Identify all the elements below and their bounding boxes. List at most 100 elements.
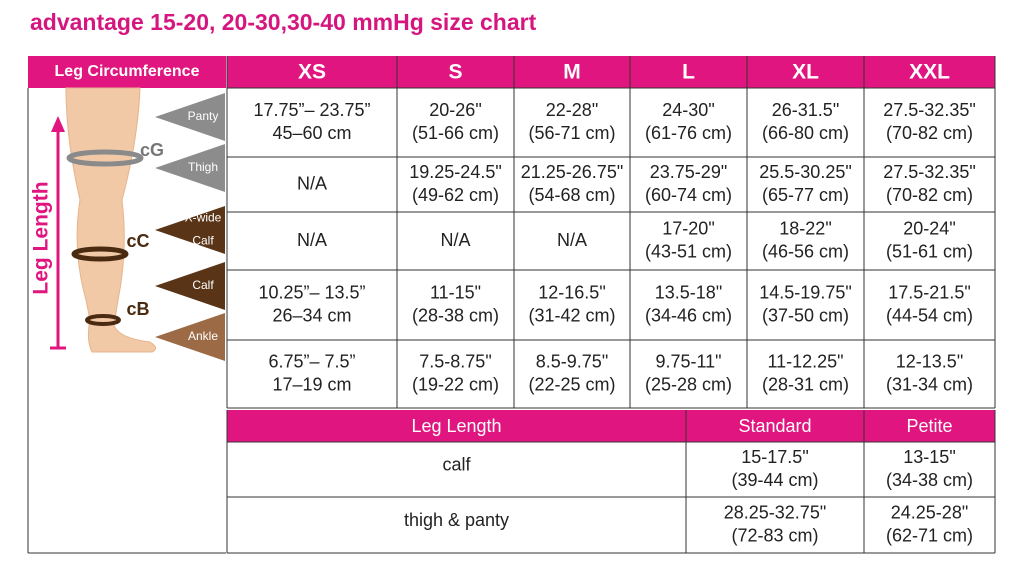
size-header: XXL [909, 61, 950, 84]
cell-text: N/A [557, 230, 587, 250]
cell-text: 45–60 cm [272, 123, 351, 143]
cell-text: (34-46 cm) [645, 305, 732, 325]
cell-text: (31-34 cm) [886, 374, 973, 394]
band [71, 246, 129, 262]
cell-text: (34-38 cm) [886, 470, 973, 490]
cell-text: (65-77 cm) [762, 185, 849, 205]
cell-text: 23.75-29" [650, 162, 727, 182]
cell-text: 26-31.5" [772, 100, 839, 120]
cell-text: 13.5-18" [655, 282, 722, 302]
cell-text: 7.5-8.75" [419, 351, 491, 371]
title: advantage 15-20, 20-30,30-40 mmHg size c… [30, 9, 537, 35]
cell-text: Thigh [188, 160, 218, 174]
cell-text: 9.75-11" [655, 351, 721, 371]
cell-text: (46-56 cm) [762, 241, 849, 261]
cell-text: X-wide [185, 211, 222, 225]
cell-text: 15-17.5" [741, 447, 808, 467]
cell-text: 24.25-28" [891, 502, 968, 522]
cell-text: 22-28" [546, 100, 598, 120]
axis-label: Leg Length [30, 181, 53, 294]
cell-text: (19-22 cm) [412, 374, 499, 394]
label-tag [155, 206, 225, 254]
cell-text: Panty [188, 109, 219, 123]
cell-text: (70-82 cm) [886, 123, 973, 143]
cell-text: 12-13.5" [896, 351, 963, 371]
label-tag [155, 262, 225, 310]
band [85, 314, 121, 326]
label-tag [155, 313, 225, 361]
cell-text: (56-71 cm) [528, 123, 615, 143]
cell-text: Calf [192, 278, 214, 292]
cell-text: 19.25-24.5" [409, 162, 501, 182]
cell-text: 11-12.25" [767, 351, 843, 371]
size-header: XS [298, 61, 326, 84]
cell-text: (31-42 cm) [528, 305, 615, 325]
cell-text: (22-25 cm) [528, 374, 615, 394]
column-header: Leg Circumference [55, 63, 200, 80]
cell-text: 26–34 cm [272, 305, 351, 325]
cell-text: 20-24" [903, 218, 955, 238]
cell-text: (28-38 cm) [412, 305, 499, 325]
cell-text: 27.5-32.35" [883, 100, 975, 120]
cell-text: (44-54 cm) [886, 305, 973, 325]
cell-text: 8.5-9.75" [536, 351, 608, 371]
cell-text: (66-80 cm) [762, 123, 849, 143]
cell-text: (70-82 cm) [886, 185, 973, 205]
cell-text: N/A [297, 173, 327, 193]
row-label: thigh & panty [404, 510, 509, 530]
header-cell [28, 56, 226, 88]
cell-text: (39-44 cm) [731, 470, 818, 490]
cell-text: (72-83 cm) [731, 525, 818, 545]
cell-text: 10.25”– 13.5” [258, 282, 365, 302]
header-row [227, 56, 995, 88]
marker-label: cG [140, 140, 164, 160]
cell-text: (60-74 cm) [645, 185, 732, 205]
size-header: L [682, 61, 695, 84]
cell-text: (62-71 cm) [886, 525, 973, 545]
cell-text: 21.25-26.75" [521, 162, 623, 182]
cell-text: Calf [192, 234, 214, 248]
row-label: calf [442, 454, 471, 474]
cell-text: 18-22" [779, 218, 831, 238]
cell-text: N/A [440, 230, 470, 250]
cell-text: 6.75”– 7.5” [268, 351, 355, 371]
cell-text: (61-76 cm) [645, 123, 732, 143]
cell-text: (51-61 cm) [886, 241, 973, 261]
band [66, 149, 144, 167]
cell-text: (54-68 cm) [528, 185, 615, 205]
cell-text: (25-28 cm) [645, 374, 732, 394]
header-row [227, 410, 995, 442]
cell-text: 12-16.5" [538, 282, 605, 302]
cell-text: 17.5-21.5" [888, 282, 970, 302]
cell-text: 14.5-19.75" [759, 282, 851, 302]
cell-text: 17.75”– 23.75” [253, 100, 370, 120]
cell-text: 17-20" [662, 218, 714, 238]
cell-text: 28.25-32.75" [724, 502, 826, 522]
cell-text: 25.5-30.25" [759, 162, 851, 182]
cell-text: 17–19 cm [272, 374, 351, 394]
cell-text: 27.5-32.35" [883, 162, 975, 182]
cell-text: (49-62 cm) [412, 185, 499, 205]
size-header: S [448, 61, 462, 84]
cell-text: (43-51 cm) [645, 241, 732, 261]
column-header: Petite [906, 416, 952, 436]
cell-text: 13-15" [903, 447, 955, 467]
size-header: M [563, 61, 581, 84]
cell-text: (28-31 cm) [762, 374, 849, 394]
cell-text: (51-66 cm) [412, 123, 499, 143]
cell-text: (37-50 cm) [762, 305, 849, 325]
marker-label: cC [126, 231, 149, 251]
label-tag [155, 93, 225, 141]
marker-label: cB [126, 299, 149, 319]
column-header: Leg Length [411, 416, 501, 436]
cell-text: Ankle [188, 329, 218, 343]
arrow-head [51, 116, 65, 132]
label-tag [155, 144, 225, 192]
cell-text: N/A [297, 230, 327, 250]
cell-text: 24-30" [662, 100, 714, 120]
size-header: XL [792, 61, 819, 84]
cell-text: 20-26" [429, 100, 481, 120]
column-header: Standard [738, 416, 811, 436]
cell-text: 11-15" [430, 282, 481, 302]
